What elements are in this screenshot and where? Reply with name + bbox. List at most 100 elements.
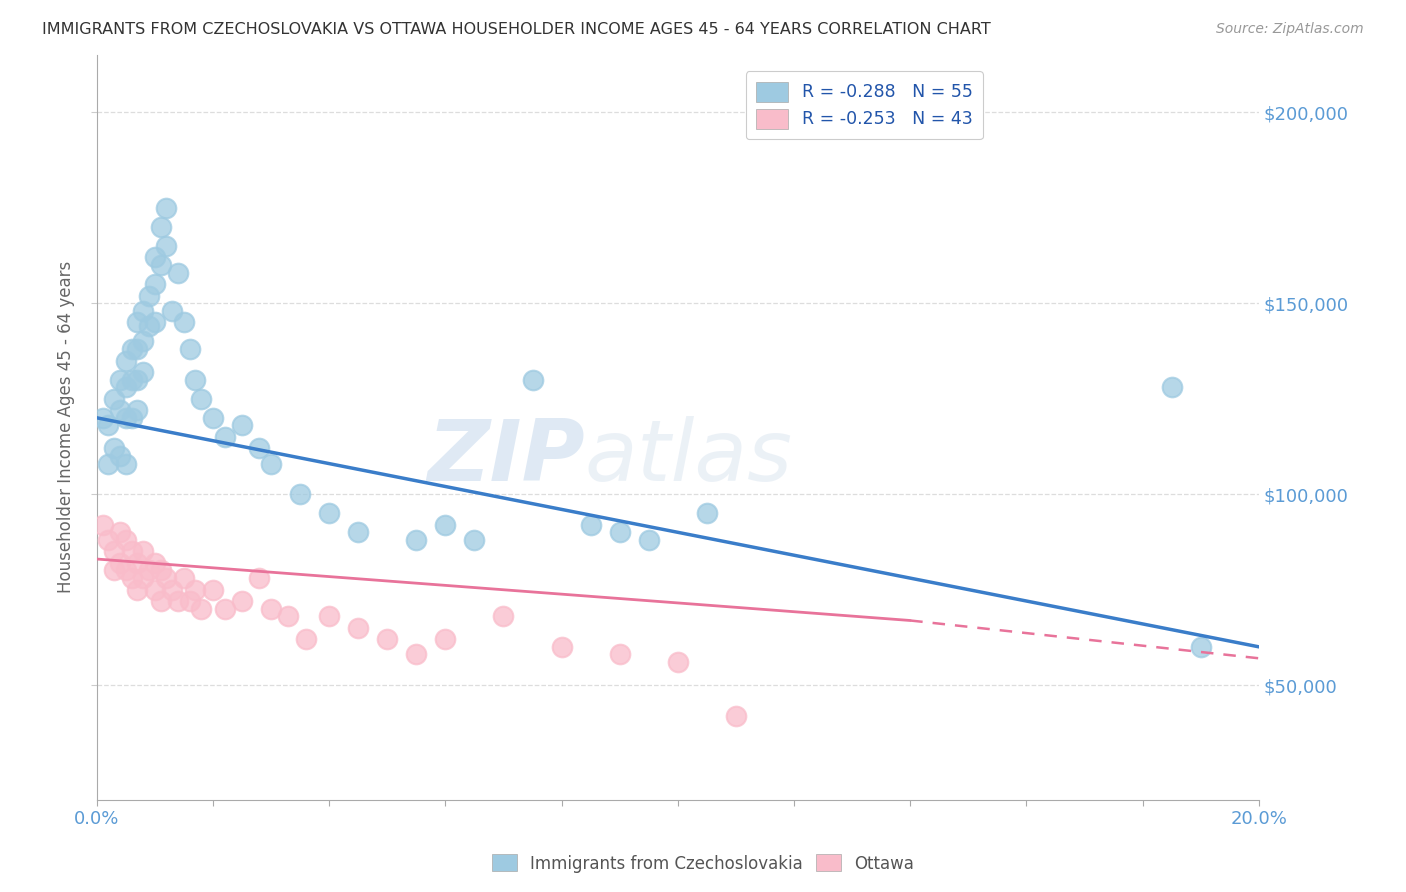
Text: ZIP: ZIP xyxy=(427,416,585,499)
Point xyxy=(167,594,190,608)
Point xyxy=(609,648,631,662)
Point xyxy=(347,621,370,635)
Point xyxy=(463,533,485,547)
Point xyxy=(132,304,155,318)
Point xyxy=(155,201,177,215)
Point xyxy=(522,373,544,387)
Point xyxy=(666,655,689,669)
Text: Source: ZipAtlas.com: Source: ZipAtlas.com xyxy=(1216,22,1364,37)
Point xyxy=(103,392,125,406)
Point xyxy=(127,373,149,387)
Point xyxy=(127,403,149,417)
Point xyxy=(114,564,136,578)
Point xyxy=(1189,640,1212,654)
Point xyxy=(260,457,283,471)
Point xyxy=(127,315,149,329)
Point xyxy=(318,609,340,624)
Point xyxy=(97,418,120,433)
Point xyxy=(114,380,136,394)
Point xyxy=(149,219,172,234)
Text: atlas: atlas xyxy=(585,416,793,499)
Point xyxy=(108,525,131,540)
Point xyxy=(114,410,136,425)
Point xyxy=(179,594,201,608)
Point xyxy=(201,582,224,597)
Point xyxy=(724,708,747,723)
Point xyxy=(114,533,136,547)
Point xyxy=(184,582,207,597)
Point xyxy=(190,392,212,406)
Point xyxy=(121,571,143,585)
Point xyxy=(277,609,299,624)
Point xyxy=(143,277,166,292)
Point xyxy=(127,556,149,570)
Point xyxy=(288,487,311,501)
Point xyxy=(138,319,160,334)
Point xyxy=(138,564,160,578)
Point xyxy=(179,342,201,356)
Point xyxy=(155,571,177,585)
Point xyxy=(173,315,195,329)
Point xyxy=(114,353,136,368)
Point xyxy=(143,582,166,597)
Y-axis label: Householder Income Ages 45 - 64 years: Householder Income Ages 45 - 64 years xyxy=(58,261,75,593)
Point xyxy=(132,571,155,585)
Point xyxy=(97,457,120,471)
Point xyxy=(190,601,212,615)
Point xyxy=(149,564,172,578)
Point xyxy=(132,334,155,349)
Point xyxy=(214,601,236,615)
Point xyxy=(91,410,114,425)
Point xyxy=(184,373,207,387)
Point xyxy=(138,288,160,302)
Point xyxy=(434,632,457,647)
Point xyxy=(231,594,253,608)
Point xyxy=(696,506,718,520)
Point xyxy=(103,442,125,456)
Point xyxy=(121,544,143,558)
Point xyxy=(149,258,172,272)
Point xyxy=(347,525,370,540)
Point xyxy=(121,410,143,425)
Point xyxy=(260,601,283,615)
Point xyxy=(127,582,149,597)
Point xyxy=(579,517,602,532)
Point xyxy=(132,544,155,558)
Point xyxy=(108,373,131,387)
Point xyxy=(231,418,253,433)
Point xyxy=(167,266,190,280)
Text: IMMIGRANTS FROM CZECHOSLOVAKIA VS OTTAWA HOUSEHOLDER INCOME AGES 45 - 64 YEARS C: IMMIGRANTS FROM CZECHOSLOVAKIA VS OTTAWA… xyxy=(42,22,991,37)
Point xyxy=(434,517,457,532)
Point xyxy=(97,533,120,547)
Legend: Immigrants from Czechoslovakia, Ottawa: Immigrants from Czechoslovakia, Ottawa xyxy=(485,847,921,880)
Point xyxy=(103,564,125,578)
Point xyxy=(108,556,131,570)
Point xyxy=(132,365,155,379)
Point xyxy=(143,251,166,265)
Point xyxy=(318,506,340,520)
Point xyxy=(637,533,659,547)
Point xyxy=(492,609,515,624)
Point xyxy=(173,571,195,585)
Point xyxy=(108,449,131,463)
Point xyxy=(214,430,236,444)
Point xyxy=(609,525,631,540)
Point xyxy=(108,403,131,417)
Point xyxy=(162,304,184,318)
Point xyxy=(201,410,224,425)
Legend: R = -0.288   N = 55, R = -0.253   N = 43: R = -0.288 N = 55, R = -0.253 N = 43 xyxy=(747,71,983,139)
Point xyxy=(550,640,572,654)
Point xyxy=(155,239,177,253)
Point xyxy=(375,632,398,647)
Point xyxy=(114,457,136,471)
Point xyxy=(143,556,166,570)
Point xyxy=(247,571,270,585)
Point xyxy=(149,594,172,608)
Point xyxy=(162,582,184,597)
Point xyxy=(143,315,166,329)
Point xyxy=(103,544,125,558)
Point xyxy=(405,533,427,547)
Point xyxy=(121,342,143,356)
Point xyxy=(405,648,427,662)
Point xyxy=(1160,380,1182,394)
